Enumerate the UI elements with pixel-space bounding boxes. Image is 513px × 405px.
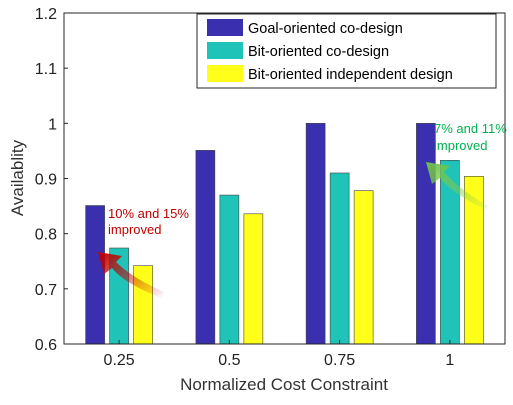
bar-series2-cat0 bbox=[133, 265, 153, 345]
bars-group bbox=[85, 123, 484, 345]
y-tick-label: 1 bbox=[48, 116, 57, 133]
y-tick-label: 1.1 bbox=[35, 61, 57, 78]
bar-series0-cat1 bbox=[195, 150, 216, 345]
red-annotation-line2: improved bbox=[108, 222, 161, 237]
red-improvement-arrow bbox=[98, 252, 164, 298]
y-axis-label: Availablity bbox=[8, 139, 27, 216]
bar-series0-cat2 bbox=[305, 123, 326, 345]
axes-box bbox=[63, 12, 506, 345]
y-tick-label: 1.2 bbox=[35, 6, 57, 23]
legend-label-bit-co: Bit-oriented co-design bbox=[248, 44, 389, 60]
y-tick-label: 0.7 bbox=[35, 282, 57, 299]
red-annotation-line1: 10% and 15% bbox=[108, 206, 189, 221]
legend-swatch-goal bbox=[207, 19, 243, 36]
legend-box bbox=[196, 13, 497, 89]
y-tick-label: 0.9 bbox=[35, 172, 57, 189]
legend-label-bit-independent: Bit-oriented independent design bbox=[248, 67, 453, 83]
x-tick-label: 0.25 bbox=[104, 352, 135, 369]
y-tick-label: 0.6 bbox=[35, 337, 57, 354]
x-axis-label: Normalized Cost Constraint bbox=[180, 375, 388, 394]
green-annotation-line1: 7% and 11% bbox=[434, 121, 507, 136]
bar-series1-cat2 bbox=[329, 172, 350, 345]
bar-series2-cat2 bbox=[353, 190, 374, 345]
legend-label-goal: Goal-oriented co-design bbox=[248, 21, 403, 37]
x-tick-label: 1 bbox=[445, 352, 454, 369]
bar-series0-cat0 bbox=[85, 205, 105, 345]
ticks-group: 0.25 0.5 0.75 1 0.6 0.7 0.8 0.9 1 1.1 1.2 bbox=[35, 6, 455, 369]
green-improvement-arrow bbox=[426, 162, 488, 210]
legend-swatch-bit-independent bbox=[207, 65, 243, 82]
x-tick-label: 0.5 bbox=[218, 352, 240, 369]
legend-swatch-bit-co bbox=[207, 42, 243, 59]
green-annotation-line2: improved bbox=[434, 138, 487, 153]
bar-series1-cat1 bbox=[219, 194, 240, 345]
bar-series2-cat1 bbox=[243, 213, 264, 345]
y-tick-label: 0.8 bbox=[35, 227, 57, 244]
bar-series0-cat3 bbox=[416, 123, 436, 345]
x-tick-label: 0.75 bbox=[324, 352, 355, 369]
legend: Goal-oriented co-design Bit-oriented co-… bbox=[196, 13, 497, 89]
